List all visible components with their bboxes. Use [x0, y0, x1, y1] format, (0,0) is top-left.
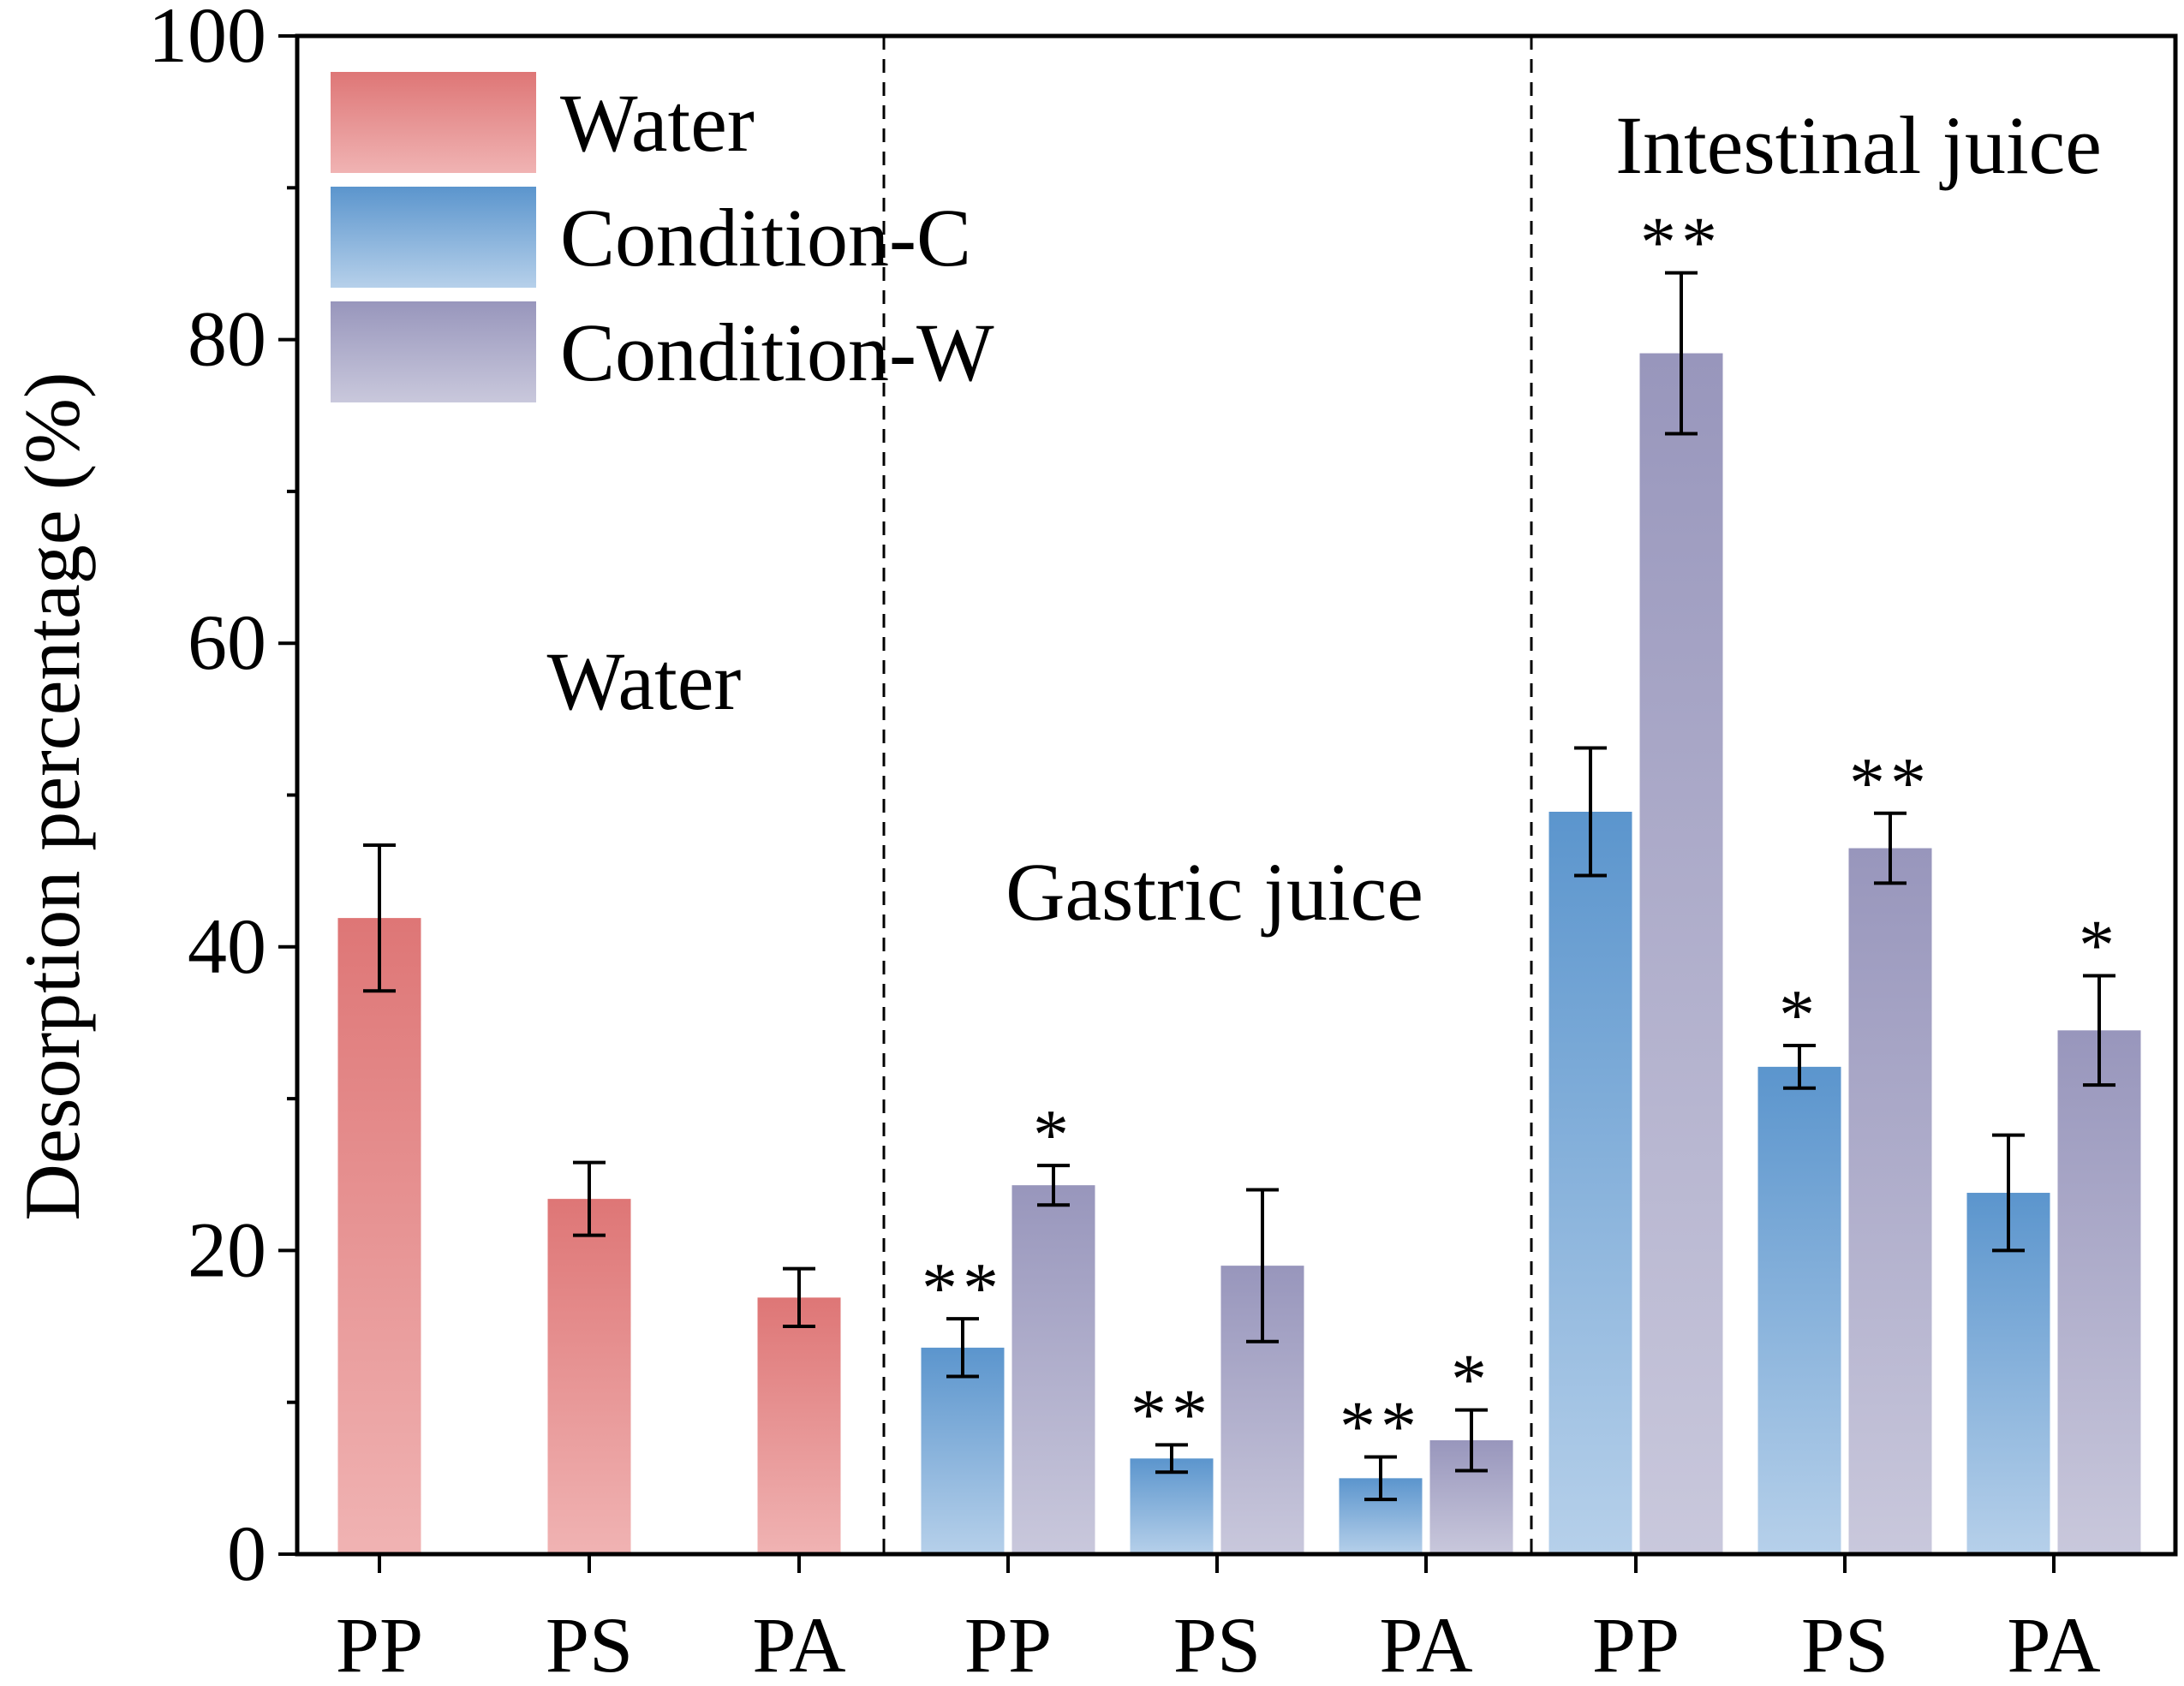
bar-water-ps-water: [547, 1199, 631, 1554]
x-tick-label-pa: PA: [752, 1601, 845, 1682]
bar-gastric-juice-pp-condition-c-significance: **: [922, 1248, 1004, 1328]
bar-gastric-juice-pp-condition-w: [1011, 1185, 1095, 1554]
bar-intestinal-juice-pp-condition-w-significance: **: [1640, 203, 1722, 283]
x-tick-label-pp: PP: [964, 1601, 1052, 1682]
bar-intestinal-juice-pa-condition-c: [1966, 1193, 2050, 1554]
bar-gastric-juice-ps-condition-c-significance: **: [1131, 1374, 1213, 1454]
bar-water-pa-water: [757, 1297, 841, 1554]
x-tick-label-ps: PS: [546, 1601, 633, 1682]
legend-label-condition-c: Condition-C: [560, 192, 971, 283]
y-tick-label-40: 40: [188, 903, 266, 990]
x-tick-label-pa: PA: [1379, 1601, 1472, 1682]
y-tick-label-80: 80: [188, 295, 266, 383]
x-tick-label-ps: PS: [1173, 1601, 1261, 1682]
bar-intestinal-juice-pp-condition-w: [1639, 353, 1723, 1554]
group-label-water: Water: [547, 635, 742, 727]
y-tick-label-60: 60: [188, 599, 266, 686]
bar-intestinal-juice-pp-condition-c: [1548, 812, 1632, 1554]
legend-label-water: Water: [560, 77, 755, 169]
bar-intestinal-juice-pa-condition-w: [2057, 1030, 2141, 1554]
legend-label-condition-w: Condition-W: [560, 307, 994, 398]
y-tick-label-0: 0: [227, 1510, 266, 1597]
labels-layer: PP PS PA***PP**PS***PA**PP***PS*PA02040608…: [9, 0, 2120, 1686]
bar-intestinal-juice-ps-condition-c: [1757, 1066, 1841, 1554]
bar-water-pp-water: [337, 918, 421, 1554]
group-label-gastric-juice: Gastric juice: [1005, 846, 1423, 938]
bar-intestinal-juice-ps-condition-c-significance: *: [1779, 975, 1820, 1055]
bars-layer: [331, 72, 2141, 1554]
x-tick-label-pp: PP: [336, 1601, 423, 1682]
legend-swatch-condition-c: [331, 187, 536, 288]
legend-swatch-condition-w: [331, 301, 536, 402]
bar-gastric-juice-ps-condition-c: [1130, 1458, 1214, 1554]
bar-gastric-juice-pa-condition-w-significance: *: [1451, 1340, 1492, 1420]
bar-gastric-juice-pp-condition-c: [921, 1347, 1005, 1554]
bar-intestinal-juice-ps-condition-w: [1848, 848, 1932, 1554]
x-tick-label-pp: PP: [1592, 1601, 1680, 1682]
bar-intestinal-juice-pa-condition-w-significance: *: [2079, 905, 2120, 985]
bar-gastric-juice-pa-condition-c-significance: **: [1340, 1387, 1422, 1467]
y-tick-label-100: 100: [148, 0, 266, 79]
y-axis-title: Desorption percentage (%): [9, 372, 96, 1220]
y-tick-label-20: 20: [188, 1206, 266, 1293]
axes-layer: [278, 33, 2178, 1573]
x-tick-label-pa: PA: [2007, 1601, 2100, 1682]
legend-swatch-water: [331, 72, 536, 173]
x-tick-label-ps: PS: [1801, 1601, 1889, 1682]
bar-intestinal-juice-ps-condition-w-significance: **: [1849, 743, 1931, 823]
bar-gastric-juice-pp-condition-w-significance: *: [1033, 1095, 1074, 1175]
group-label-intestinal-juice: Intestinal juice: [1615, 99, 2102, 191]
